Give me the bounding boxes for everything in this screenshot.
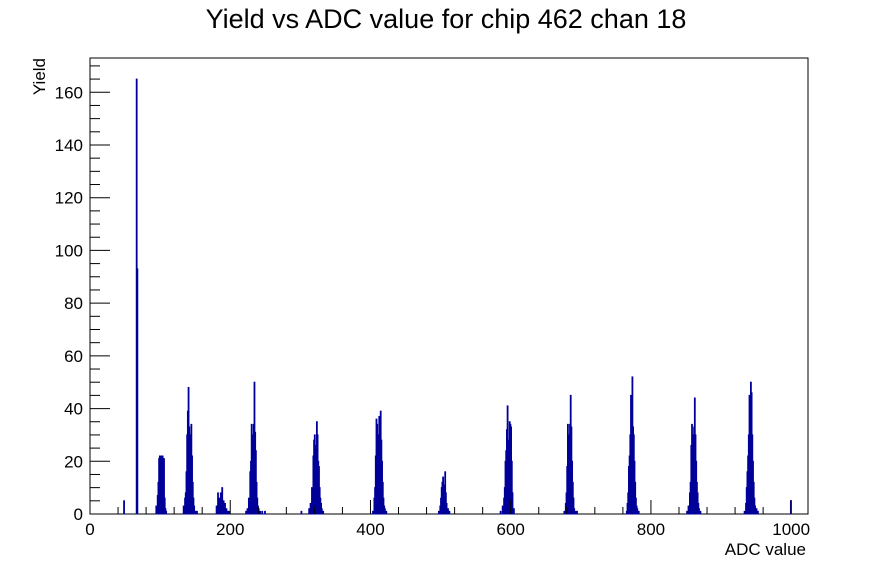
histogram-bin <box>165 510 168 515</box>
histogram-bin <box>573 508 576 515</box>
histogram-bin <box>686 510 689 515</box>
histogram-bin <box>182 505 185 515</box>
histogram-bin <box>698 508 700 515</box>
histogram-bin <box>300 510 303 515</box>
histogram-bin <box>245 510 247 515</box>
histogram-bin <box>574 510 577 515</box>
y-tick-label: 160 <box>55 83 83 102</box>
x-tick-label: 600 <box>497 520 525 539</box>
histogram-bin <box>308 508 311 515</box>
histogram-bin <box>687 505 690 515</box>
y-tick-label: 120 <box>55 189 83 208</box>
y-tick-label: 80 <box>64 294 83 313</box>
plot-area <box>89 57 809 515</box>
y-tick-label: 140 <box>55 136 83 155</box>
histogram-bin <box>123 500 125 515</box>
histogram-bin <box>222 500 225 515</box>
histogram-bin <box>224 502 226 515</box>
histogram-bin <box>754 505 757 515</box>
histogram-bin <box>196 510 198 515</box>
histogram-bin <box>372 510 374 515</box>
plot-frame <box>89 57 809 515</box>
histogram-bin <box>501 505 504 515</box>
histogram-bin <box>448 510 451 515</box>
histogram-bin <box>264 510 266 515</box>
x-tick-label: 800 <box>637 520 665 539</box>
histogram-bin <box>637 510 640 515</box>
histogram-bin <box>228 510 231 515</box>
histogram-bin <box>511 492 514 515</box>
histogram-bin <box>225 508 228 515</box>
x-tick-label: 1000 <box>772 520 810 539</box>
x-tick-label: 400 <box>356 520 384 539</box>
histogram-bin <box>155 505 158 515</box>
histogram-bin <box>445 502 448 515</box>
histogram-bin <box>136 268 139 515</box>
histogram-bin <box>226 510 229 515</box>
histogram-bin <box>755 508 758 515</box>
chart-title: Yield vs ADC value for chip 462 chan 18 <box>206 4 687 34</box>
histogram-bin <box>499 510 502 515</box>
histogram-bin <box>259 510 261 515</box>
histogram-bin <box>311 487 313 515</box>
histogram-bin <box>383 508 386 515</box>
histogram-bin <box>221 487 224 515</box>
histogram-bin <box>757 510 759 515</box>
histogram-bin <box>246 508 249 515</box>
histogram-bin <box>217 492 219 515</box>
histogram-bin <box>320 508 323 515</box>
y-tick-label: 20 <box>64 452 83 471</box>
histogram-bin <box>636 508 639 515</box>
x-axis-label: ADC value <box>725 540 806 559</box>
y-tick-label: 60 <box>64 347 83 366</box>
histogram-bin <box>193 505 196 515</box>
histogram-bin <box>437 510 440 515</box>
histogram-bin <box>218 497 221 515</box>
histogram-bin <box>322 510 325 515</box>
histogram-bin <box>699 510 702 515</box>
histogram-bin <box>743 510 746 515</box>
histogram-bin <box>261 510 264 515</box>
histogram-bin <box>219 492 222 515</box>
histogram-bin <box>513 508 515 515</box>
y-axis: 0 20 40 60 80 100 120 140 160 <box>55 65 110 524</box>
y-tick-label: 0 <box>74 505 83 524</box>
x-tick-label: 200 <box>216 520 244 539</box>
histogram-bin <box>576 510 578 515</box>
x-tick-label: 0 <box>85 520 94 539</box>
y-tick-label: 100 <box>55 241 83 260</box>
histogram-bin <box>309 502 312 515</box>
histogram-bin <box>385 510 388 515</box>
histogram-bin <box>563 510 566 515</box>
histogram-bin <box>447 508 449 515</box>
histogram-bin <box>215 505 218 515</box>
histogram-bin <box>194 510 197 515</box>
histogram-bin <box>247 497 250 515</box>
x-axis: 0 200 400 600 800 1000 <box>85 500 810 539</box>
y-axis-label: Yield <box>30 58 49 95</box>
y-tick-label: 40 <box>64 400 83 419</box>
